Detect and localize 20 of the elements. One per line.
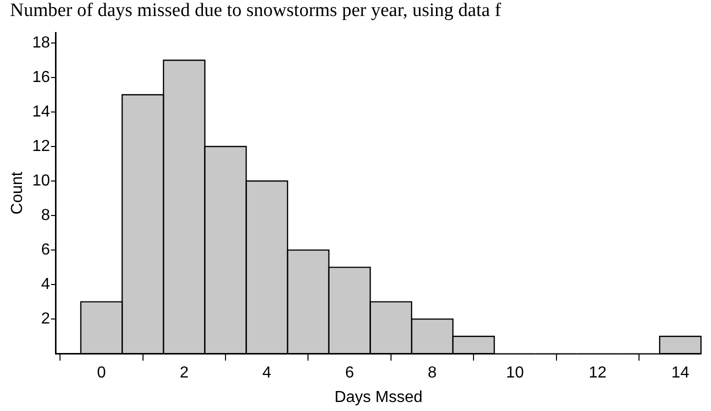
x-axis-title: Days Mssed <box>334 388 423 406</box>
x-tick-label: 8 <box>428 364 437 382</box>
chart-title: Number of days missed due to snowstorms per year, using data f <box>9 0 502 22</box>
y-axis-title: Count <box>9 171 26 214</box>
y-tick-label: 12 <box>32 138 50 155</box>
y-tick-label: 14 <box>32 103 50 120</box>
y-tick-label: 10 <box>32 172 50 190</box>
y-tick-label: 2 <box>41 310 50 328</box>
y-tick-label: 6 <box>41 241 50 258</box>
x-tick-label: 2 <box>180 364 189 382</box>
y-tick-label: 4 <box>41 276 50 293</box>
y-tick-label: 16 <box>32 68 50 86</box>
x-tick-label: 12 <box>588 364 607 382</box>
y-tick-label: 8 <box>41 206 50 224</box>
x-tick-label: 14 <box>671 364 690 382</box>
x-tick-label: 6 <box>345 364 354 382</box>
y-tick-label: 18 <box>32 34 50 52</box>
x-tick-label: 0 <box>97 364 106 382</box>
x-tick-label: 10 <box>506 364 524 382</box>
x-tick-label: 4 <box>262 364 272 382</box>
